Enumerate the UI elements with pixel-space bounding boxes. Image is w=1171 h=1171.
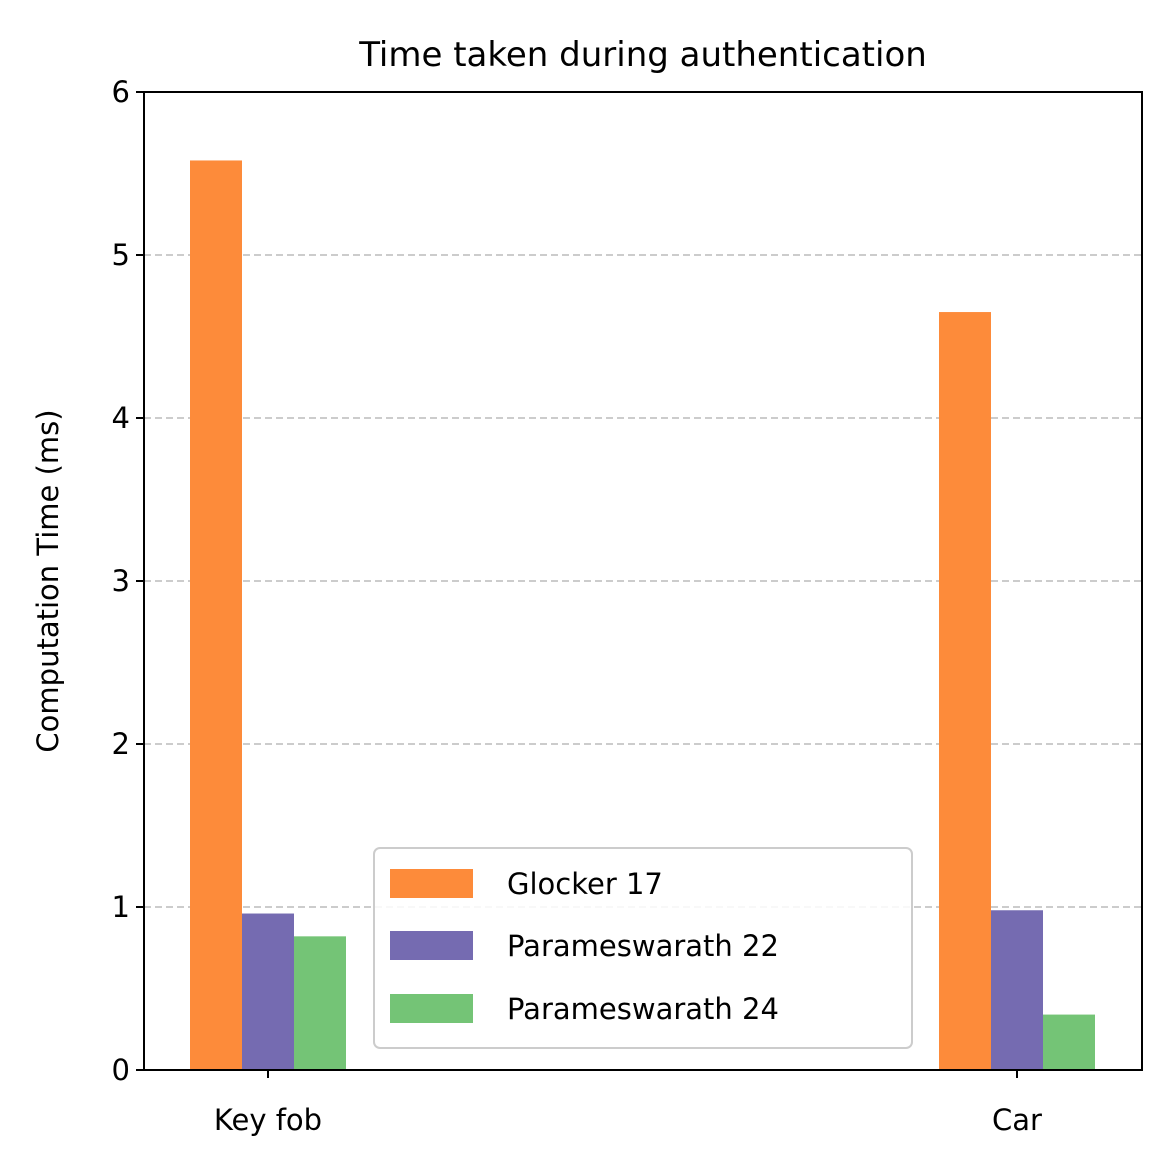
x-tick-label: Car bbox=[992, 1103, 1042, 1137]
legend-label: Parameswarath 24 bbox=[507, 992, 779, 1026]
legend-label: Glocker 17 bbox=[507, 867, 663, 901]
bar bbox=[242, 913, 294, 1070]
x-tick-label: Key fob bbox=[214, 1103, 322, 1137]
bar bbox=[939, 312, 991, 1070]
bar bbox=[294, 936, 346, 1070]
y-tick-label: 2 bbox=[112, 727, 130, 761]
y-tick-label: 4 bbox=[112, 401, 130, 435]
x-axis-ticks: Key fob Car bbox=[214, 1070, 1042, 1137]
legend-swatch bbox=[390, 869, 473, 898]
y-tick-label: 6 bbox=[112, 75, 130, 109]
legend-label: Parameswarath 22 bbox=[507, 929, 779, 963]
y-tick-label: 0 bbox=[112, 1053, 130, 1087]
bar bbox=[190, 160, 242, 1070]
y-axis-ticks: 0 1 2 3 4 5 6 bbox=[112, 75, 144, 1087]
y-tick-label: 5 bbox=[112, 238, 130, 272]
bars bbox=[190, 160, 1095, 1070]
legend-swatch bbox=[390, 931, 473, 960]
y-tick-label: 3 bbox=[112, 564, 130, 598]
y-axis-label: Computation Time (ms) bbox=[31, 409, 65, 752]
bar bbox=[1043, 1014, 1095, 1070]
legend: Glocker 17 Parameswarath 22 Parameswarath … bbox=[373, 847, 913, 1049]
bar bbox=[991, 910, 1043, 1070]
legend-box bbox=[373, 847, 913, 1049]
legend-swatch bbox=[390, 994, 473, 1023]
y-tick-label: 1 bbox=[112, 890, 130, 924]
chart-title: Time taken during authentication bbox=[358, 35, 927, 75]
